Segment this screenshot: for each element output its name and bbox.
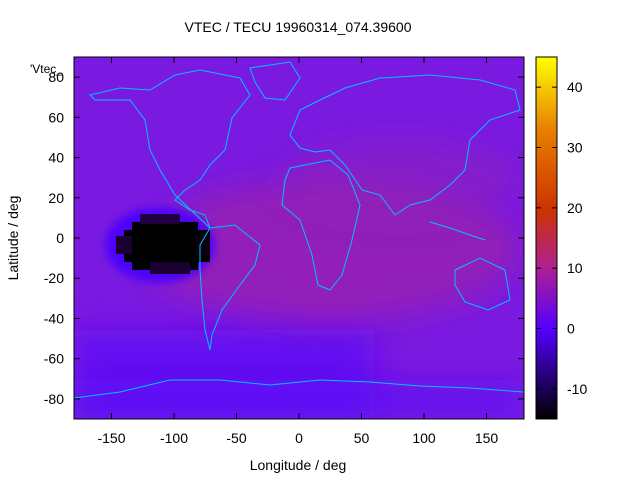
x-tick-label: 150 <box>475 430 499 446</box>
series-label: 'Vtec_ <box>30 62 63 76</box>
coastline-australia <box>454 257 511 311</box>
colorbar-tick-label: 10 <box>567 260 583 276</box>
x-tick-label: -50 <box>226 430 246 446</box>
colorbar <box>535 56 558 420</box>
pacific-depletion-region <box>116 214 210 274</box>
y-tick-label: -60 <box>44 351 64 367</box>
colorbar-tick-label: 40 <box>567 79 583 95</box>
chart-title: VTEC / TECU 19960314_074.39600 <box>184 19 411 35</box>
y-tick-label: 0 <box>56 230 64 246</box>
x-tick-label: -150 <box>97 430 125 446</box>
coastlines <box>74 61 524 399</box>
y-tick-label: 60 <box>48 109 64 125</box>
y-axis-ticks: -80 -60 -40 -20 0 20 40 60 80 <box>44 69 524 407</box>
coastline-south-america <box>199 224 261 351</box>
y-tick-label: 40 <box>48 150 64 166</box>
x-tick-label: 100 <box>412 430 436 446</box>
x-tick-label: -100 <box>160 430 188 446</box>
coastline-north-america <box>89 69 251 229</box>
heatmap-plot-area <box>74 57 524 419</box>
coastline-eurasia <box>289 74 521 216</box>
colorbar-tick-label: -10 <box>567 381 587 397</box>
x-tick-label: 50 <box>354 430 370 446</box>
colorbar-ticks: -10 0 10 20 30 40 <box>536 79 587 397</box>
y-tick-label: -80 <box>44 391 64 407</box>
y-tick-label: -20 <box>44 270 64 286</box>
y-tick-label: -40 <box>44 310 64 326</box>
colorbar-tick-label: 20 <box>567 200 583 216</box>
colorbar-tick-label: 0 <box>567 321 575 337</box>
y-tick-label: 80 <box>48 69 64 85</box>
coastline-africa <box>281 159 361 291</box>
coastline-antarctica <box>74 379 524 399</box>
colorbar-tick-label: 30 <box>567 140 583 156</box>
x-axis-ticks: -150 -100 -50 0 50 100 150 <box>97 57 498 446</box>
southern-low-band-2 <box>74 380 524 419</box>
y-tick-label: 20 <box>48 190 64 206</box>
x-tick-label: 0 <box>295 430 303 446</box>
y-axis-label: Latitude / deg <box>5 196 21 281</box>
coastline-greenland <box>249 61 301 101</box>
coastline-indonesia <box>429 221 486 241</box>
x-axis-label: Longitude / deg <box>250 457 347 473</box>
